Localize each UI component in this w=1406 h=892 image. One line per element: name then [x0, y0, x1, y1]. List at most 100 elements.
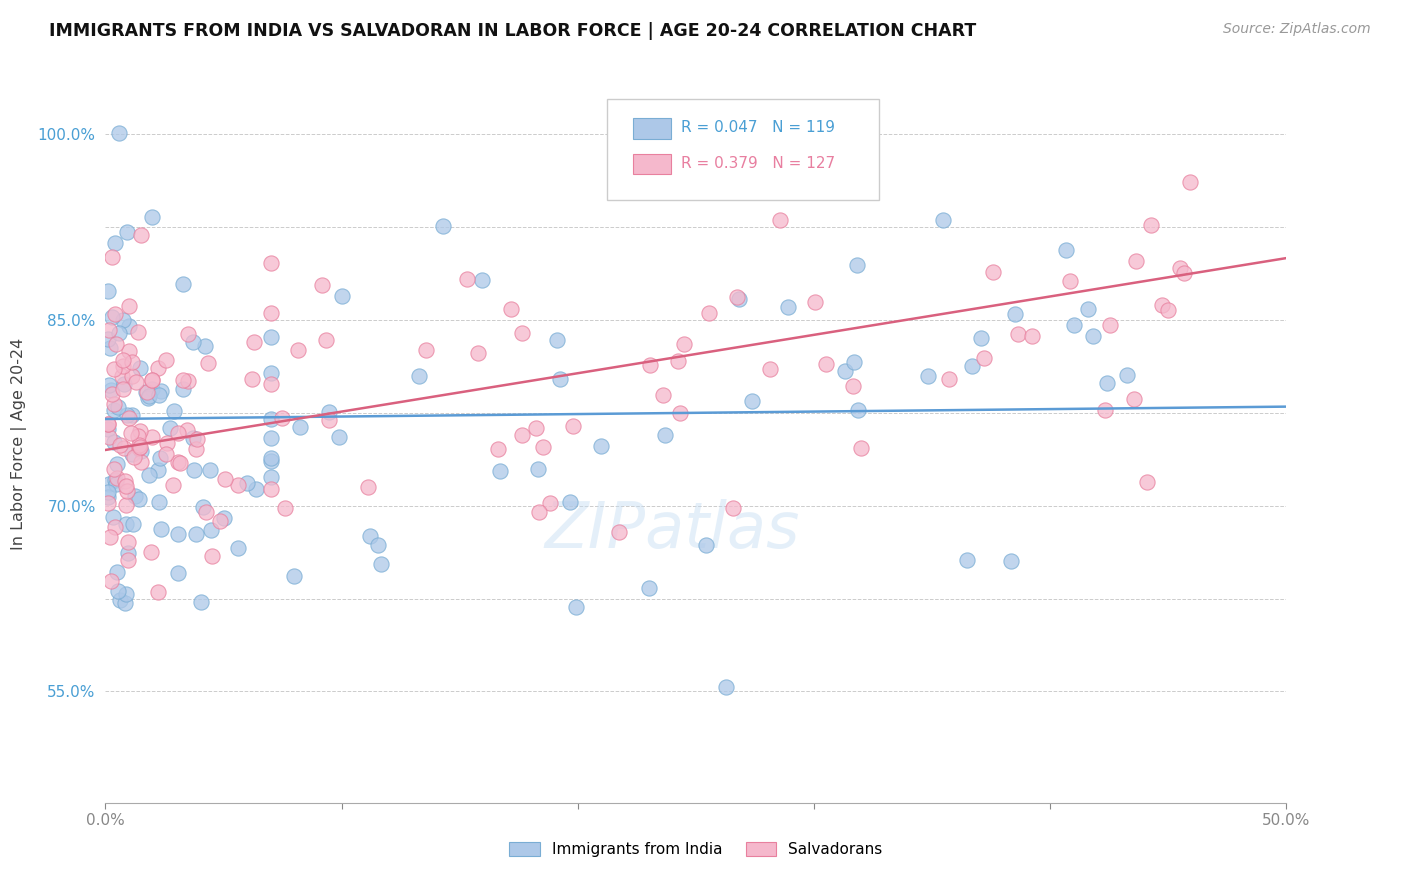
Point [115, 408, 138, 422]
Point [1007, 327, 1029, 342]
Point [367, 538, 389, 552]
Point [1094, 402, 1116, 417]
Point [846, 403, 869, 417]
Point [183, 463, 205, 477]
Point [172, 382, 194, 396]
Point [186, 527, 208, 541]
Point [124, 489, 146, 503]
Point [117, 553, 139, 567]
Point [155, 353, 177, 368]
Point [1168, 260, 1191, 275]
Point [176, 374, 198, 388]
Point [330, 289, 353, 303]
Point [970, 331, 993, 345]
Point [1063, 318, 1085, 332]
Point [841, 378, 863, 392]
Text: R = 0.379   N = 127: R = 0.379 N = 127 [681, 156, 835, 171]
Point [98, 378, 121, 392]
Point [1157, 303, 1180, 318]
Point [560, 494, 582, 508]
Point [98, 477, 121, 491]
Point [162, 403, 184, 417]
Point [121, 408, 143, 422]
Point [136, 385, 159, 400]
Point [169, 457, 191, 471]
Point [666, 354, 689, 368]
Point [117, 535, 139, 549]
Point [114, 596, 136, 610]
Point [181, 334, 204, 349]
Point [564, 599, 586, 614]
Point [769, 212, 792, 227]
Point [510, 428, 533, 442]
Point [260, 376, 283, 391]
Point [108, 438, 131, 452]
Point [714, 680, 737, 694]
Point [260, 411, 283, 425]
Point [127, 325, 149, 339]
Point [315, 333, 337, 347]
Point [117, 546, 139, 560]
Point [834, 364, 856, 378]
Point [844, 355, 866, 369]
Point [562, 419, 585, 434]
Point [131, 443, 153, 458]
Point [107, 326, 129, 340]
Point [589, 439, 612, 453]
Point [271, 411, 294, 425]
Point [149, 384, 172, 398]
Point [105, 457, 128, 471]
Point [242, 372, 264, 386]
Point [1178, 175, 1201, 189]
Point [538, 496, 561, 510]
Point [155, 435, 177, 450]
Point [846, 258, 869, 272]
Point [115, 479, 138, 493]
Point [146, 361, 169, 376]
Point [697, 305, 720, 319]
Point [181, 431, 204, 445]
Point [141, 210, 163, 224]
Point [148, 388, 170, 402]
Point [938, 372, 960, 386]
Point [194, 505, 217, 519]
Point [121, 355, 143, 369]
Point [236, 475, 259, 490]
Point [138, 389, 160, 403]
Point [917, 368, 939, 383]
Point [124, 375, 146, 389]
Point [129, 228, 152, 243]
Point [456, 272, 478, 286]
Point [114, 516, 136, 531]
Point [432, 219, 454, 233]
Point [1125, 254, 1147, 268]
Point [97, 322, 120, 336]
Point [112, 313, 135, 327]
Point [105, 471, 128, 485]
Point [803, 294, 825, 309]
Point [260, 431, 283, 445]
Point [176, 423, 198, 437]
Point [97, 417, 120, 432]
Point [260, 255, 283, 269]
Point [128, 360, 150, 375]
Point [637, 581, 659, 595]
Point [127, 429, 149, 443]
Point [122, 450, 145, 465]
Point [318, 405, 340, 419]
Point [758, 362, 780, 376]
Point [166, 426, 188, 441]
Point [191, 500, 214, 514]
Point [108, 593, 131, 607]
Point [141, 374, 163, 388]
Point [274, 501, 297, 516]
Point [672, 336, 695, 351]
Point [370, 557, 392, 571]
Point [1095, 376, 1118, 390]
Point [260, 483, 283, 497]
Point [408, 368, 430, 383]
Point [103, 403, 125, 417]
Point [1116, 368, 1139, 383]
Point [107, 401, 129, 415]
Y-axis label: In Labor Force | Age 20-24: In Labor Force | Age 20-24 [11, 338, 27, 549]
